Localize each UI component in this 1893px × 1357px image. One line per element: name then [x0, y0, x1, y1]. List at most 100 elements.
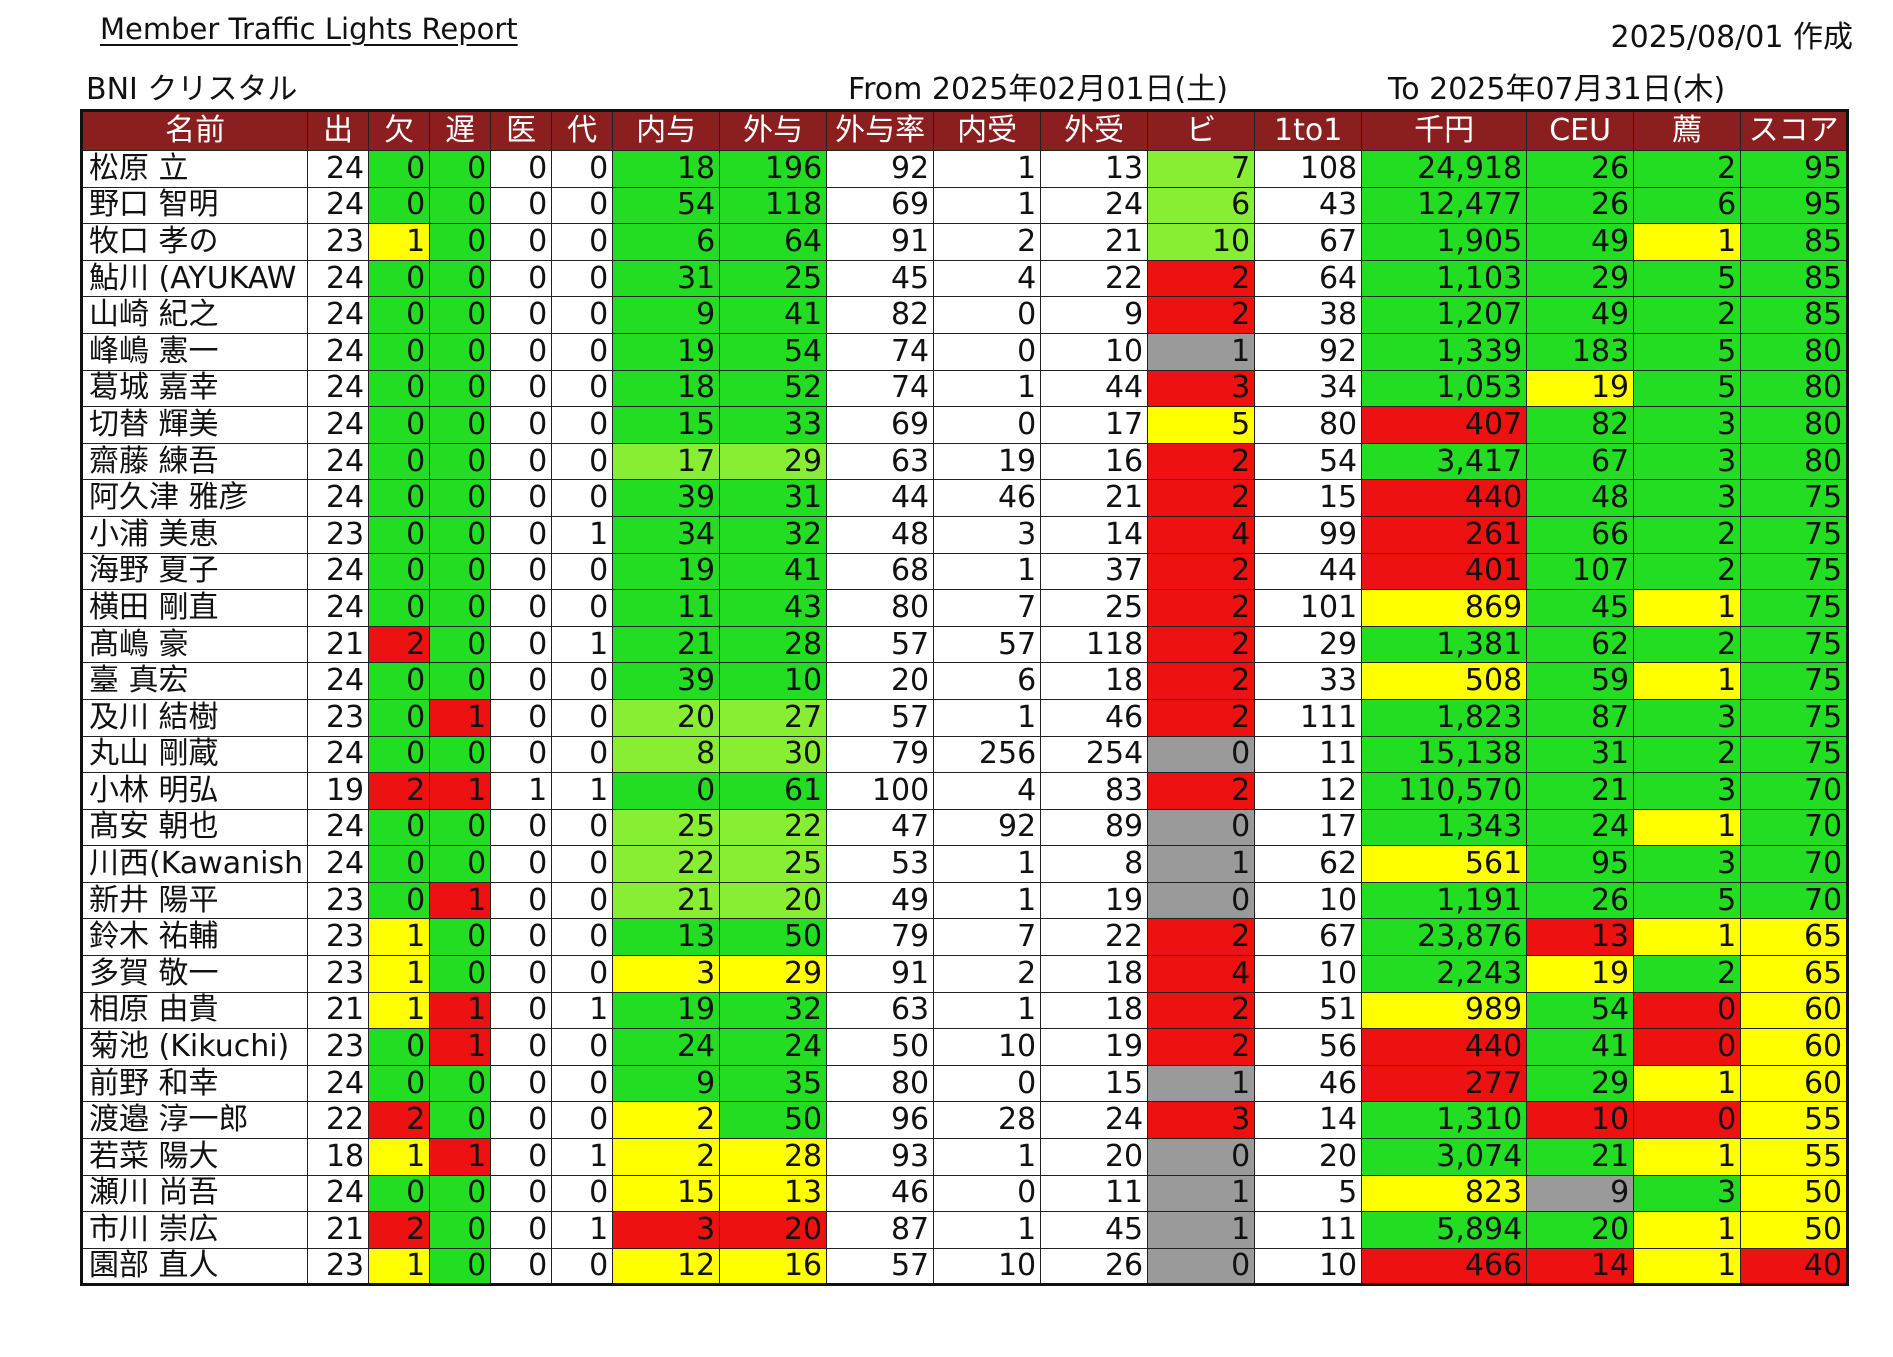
table-cell: 20: [719, 881, 828, 920]
table-cell: 23: [307, 1247, 370, 1286]
table-cell: 0: [429, 1174, 492, 1213]
member-name: 峰嶋 憲一: [80, 332, 309, 371]
table-cell: 20: [1254, 1138, 1363, 1176]
member-name: 菊池 (Kikuchi): [80, 1028, 309, 1066]
table-cell: 93: [826, 1138, 935, 1176]
table-cell: 0: [429, 662, 492, 700]
table-cell: 28: [933, 1101, 1042, 1140]
table-cell: 0: [490, 552, 553, 591]
table-cell: 3: [612, 1211, 721, 1249]
table-row: 小浦 美恵 23 0 0 0 1 34 32 48 3 14 4 99 261 66 2 75: [80, 515, 1849, 554]
table-cell: 75: [1740, 479, 1849, 517]
table-cell: 87: [1526, 698, 1635, 737]
table-cell: 0: [429, 918, 492, 957]
table-cell: 0: [429, 332, 492, 371]
table-cell: 63: [826, 442, 935, 481]
table-cell: 34: [1254, 369, 1363, 408]
table-cell: 18: [307, 1138, 370, 1176]
table-cell: 0: [490, 1211, 553, 1249]
table-cell: 95: [1740, 186, 1849, 225]
table-cell: 67: [1254, 918, 1363, 957]
table-cell: 2: [1147, 259, 1256, 298]
table-cell: 13: [612, 918, 721, 957]
table-cell: 0: [1147, 881, 1256, 920]
table-cell: 57: [933, 625, 1042, 664]
table-cell: 28: [719, 625, 828, 664]
table-cell: 6: [1633, 186, 1742, 225]
table-cell: 1: [551, 772, 614, 810]
table-cell: 2: [1147, 918, 1256, 957]
table-cell: 0: [490, 1247, 553, 1286]
table-cell: 85: [1740, 259, 1849, 298]
table-cell: 869: [1361, 589, 1528, 627]
table-cell: 24: [307, 662, 370, 700]
table-cell: 13: [719, 1174, 828, 1213]
table-cell: 46: [826, 1174, 935, 1213]
member-name: 園部 直人: [80, 1247, 309, 1286]
table-cell: 55: [1740, 1101, 1849, 1140]
table-cell: 24: [307, 845, 370, 883]
table-row: 髙安 朝也 24 0 0 0 0 25 22 47 92 89 0 17 1,343 24 1 70: [80, 808, 1849, 847]
table-cell: 3: [1633, 442, 1742, 481]
table-cell: 15,138: [1361, 735, 1528, 774]
table-row: 丸山 剛蔵 24 0 0 0 0 8 30 79 256 254 0 11 15,138 31 2 75: [80, 735, 1849, 774]
column-header: 千円: [1361, 110, 1528, 151]
table-cell: 4: [933, 259, 1042, 298]
table-cell: 57: [826, 698, 935, 737]
table-cell: 19: [1040, 1028, 1149, 1066]
table-cell: 0: [551, 1174, 614, 1213]
column-header: 外与: [719, 110, 828, 151]
table-cell: 0: [933, 1064, 1042, 1103]
table-cell: 49: [1526, 296, 1635, 334]
table-cell: 1: [933, 1138, 1042, 1176]
table-cell: 0: [490, 442, 553, 481]
table-cell: 1: [1147, 1174, 1256, 1213]
table-cell: 19: [1526, 369, 1635, 408]
table-cell: 89: [1040, 808, 1149, 847]
table-row: 鮎川 (AYUKAW 24 0 0 0 0 31 25 45 4 22 2 64 1,103 29 5 85: [80, 259, 1849, 298]
table-cell: 4: [933, 772, 1042, 810]
table-cell: 99: [1254, 515, 1363, 554]
table-cell: 6: [1147, 186, 1256, 225]
table-cell: 24: [307, 735, 370, 774]
table-cell: 2: [1147, 698, 1256, 737]
table-cell: 32: [719, 991, 828, 1030]
table-cell: 1: [933, 991, 1042, 1030]
table-cell: 79: [826, 918, 935, 957]
table-cell: 50: [719, 1101, 828, 1140]
table-cell: 23: [307, 881, 370, 920]
table-cell: 0: [429, 1211, 492, 1249]
table-cell: 11: [1254, 735, 1363, 774]
table-cell: 1: [1633, 1211, 1742, 1249]
member-name: 牧口 孝の: [80, 223, 309, 261]
table-cell: 35: [719, 1064, 828, 1103]
table-cell: 0: [490, 662, 553, 700]
table-row: 川西(Kawanish 24 0 0 0 0 22 25 53 1 8 1 62 561 95 3 70: [80, 845, 1849, 883]
table-cell: 3,074: [1361, 1138, 1528, 1176]
table-cell: 19: [612, 991, 721, 1030]
member-name: 瀬川 尚吾: [80, 1174, 309, 1213]
table-cell: 1: [429, 772, 492, 810]
table-cell: 108: [1254, 150, 1363, 188]
table-row: 山崎 紀之 24 0 0 0 0 9 41 82 0 9 2 38 1,207 49 2 85: [80, 296, 1849, 334]
table-cell: 1: [368, 1247, 431, 1286]
table-cell: 57: [826, 1247, 935, 1286]
table-cell: 9: [612, 296, 721, 334]
table-cell: 1,191: [1361, 881, 1528, 920]
table-cell: 65: [1740, 918, 1849, 957]
table-cell: 2: [1633, 150, 1742, 188]
table-cell: 0: [368, 259, 431, 298]
table-cell: 52: [719, 369, 828, 408]
table-cell: 1: [933, 552, 1042, 591]
table-cell: 989: [1361, 991, 1528, 1030]
table-cell: 62: [1254, 845, 1363, 883]
table-cell: 0: [490, 589, 553, 627]
table-cell: 0: [551, 296, 614, 334]
table-cell: 22: [612, 845, 721, 883]
table-cell: 74: [826, 369, 935, 408]
table-row: 渡邉 淳一郎 22 2 0 0 0 2 50 96 28 24 3 14 1,310 10 0 55: [80, 1101, 1849, 1140]
table-cell: 0: [490, 332, 553, 371]
table-cell: 1,103: [1361, 259, 1528, 298]
table-cell: 0: [368, 1028, 431, 1066]
table-cell: 68: [826, 552, 935, 591]
